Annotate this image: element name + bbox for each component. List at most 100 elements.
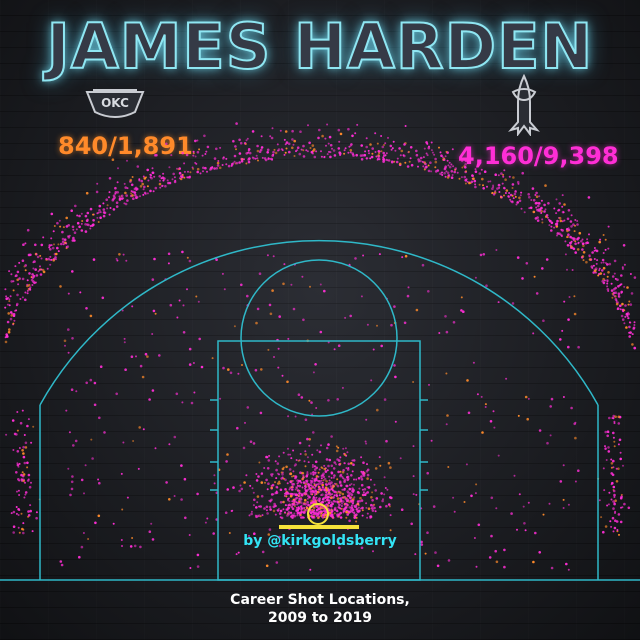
shot-point bbox=[346, 513, 350, 516]
shot-point bbox=[7, 312, 10, 315]
shot-point bbox=[274, 504, 277, 508]
shot-point bbox=[526, 417, 529, 421]
shot-point bbox=[102, 214, 106, 218]
shot-point bbox=[320, 512, 323, 515]
shot-point bbox=[245, 139, 248, 142]
shot-point bbox=[620, 274, 623, 277]
shot-point bbox=[121, 545, 123, 547]
shot-point bbox=[188, 259, 192, 263]
shot-point bbox=[535, 195, 539, 198]
shot-point bbox=[183, 170, 186, 173]
shot-point bbox=[434, 551, 437, 554]
shot-point bbox=[259, 411, 263, 415]
shot-point bbox=[364, 150, 367, 153]
shot-point bbox=[196, 167, 200, 171]
shot-point bbox=[89, 314, 93, 318]
shot-point bbox=[313, 468, 317, 471]
shot-point bbox=[246, 294, 249, 298]
shot-point bbox=[283, 138, 286, 141]
shot-point bbox=[302, 144, 305, 148]
shot-point bbox=[230, 510, 233, 512]
shot-point bbox=[340, 507, 343, 510]
shot-point bbox=[474, 492, 477, 495]
shot-point bbox=[255, 154, 258, 157]
shot-point bbox=[75, 390, 78, 393]
shot-point bbox=[559, 219, 563, 223]
shot-point bbox=[613, 445, 616, 448]
shot-point bbox=[361, 488, 364, 491]
shot-point bbox=[14, 265, 17, 268]
shot-point bbox=[176, 167, 178, 170]
shot-point bbox=[452, 321, 456, 324]
shot-point bbox=[188, 534, 191, 536]
shot-point bbox=[464, 159, 468, 162]
shot-point bbox=[310, 515, 313, 518]
shot-point bbox=[135, 189, 138, 191]
shot-point bbox=[268, 454, 271, 457]
shot-point bbox=[291, 138, 294, 141]
shot-point bbox=[527, 397, 530, 400]
shot-point bbox=[225, 460, 228, 463]
shot-points bbox=[4, 122, 637, 571]
shot-point bbox=[347, 462, 351, 466]
shot-point bbox=[619, 304, 622, 308]
shot-point bbox=[151, 538, 155, 541]
shot-point bbox=[523, 211, 526, 214]
shot-point bbox=[403, 143, 406, 146]
shot-point bbox=[538, 209, 541, 213]
shot-point bbox=[604, 445, 606, 448]
shot-point bbox=[91, 457, 94, 460]
shot-point bbox=[27, 510, 30, 513]
shot-point bbox=[571, 237, 574, 240]
shot-point bbox=[570, 225, 573, 228]
shot-point bbox=[517, 182, 520, 185]
shot-point bbox=[512, 176, 515, 179]
shot-point bbox=[326, 469, 329, 472]
shot-point bbox=[304, 465, 307, 468]
shot-point bbox=[5, 433, 8, 436]
shot-point bbox=[302, 472, 305, 475]
shot-point bbox=[374, 132, 377, 135]
shot-point bbox=[49, 263, 52, 266]
shot-point bbox=[553, 207, 556, 210]
shot-point bbox=[573, 312, 577, 316]
shot-point bbox=[386, 488, 389, 491]
shot-point bbox=[151, 333, 154, 335]
shot-point bbox=[282, 500, 285, 504]
shot-point bbox=[326, 123, 329, 126]
shot-point bbox=[296, 510, 300, 514]
shot-point bbox=[18, 479, 21, 482]
shot-point bbox=[23, 434, 26, 436]
shot-point bbox=[175, 392, 179, 396]
shot-point bbox=[18, 509, 21, 511]
shot-point bbox=[361, 509, 364, 512]
shot-point bbox=[284, 488, 287, 491]
shot-point bbox=[93, 403, 97, 407]
shot-point bbox=[325, 144, 327, 147]
shot-point bbox=[340, 499, 343, 502]
shot-point bbox=[116, 181, 119, 184]
shot-point bbox=[70, 487, 74, 491]
shot-point bbox=[347, 510, 350, 513]
shot-point bbox=[582, 259, 585, 262]
shot-point bbox=[151, 389, 155, 392]
shot-point bbox=[311, 508, 314, 511]
shot-point bbox=[544, 184, 547, 187]
shot-point bbox=[53, 225, 56, 227]
shot-point bbox=[21, 471, 24, 474]
shot-point bbox=[315, 150, 318, 153]
shot-point bbox=[412, 445, 415, 448]
shot-point bbox=[34, 243, 37, 247]
shot-point bbox=[287, 492, 290, 495]
shot-point bbox=[474, 276, 477, 279]
shot-point bbox=[303, 491, 307, 495]
shot-point bbox=[597, 274, 600, 277]
shot-point bbox=[606, 288, 610, 291]
shot-point bbox=[305, 493, 308, 496]
shot-point bbox=[312, 496, 315, 498]
shot-point bbox=[454, 167, 458, 170]
shot-point bbox=[518, 196, 521, 200]
shot-point bbox=[566, 229, 569, 233]
shot-point bbox=[98, 204, 102, 208]
shot-point bbox=[439, 151, 442, 154]
